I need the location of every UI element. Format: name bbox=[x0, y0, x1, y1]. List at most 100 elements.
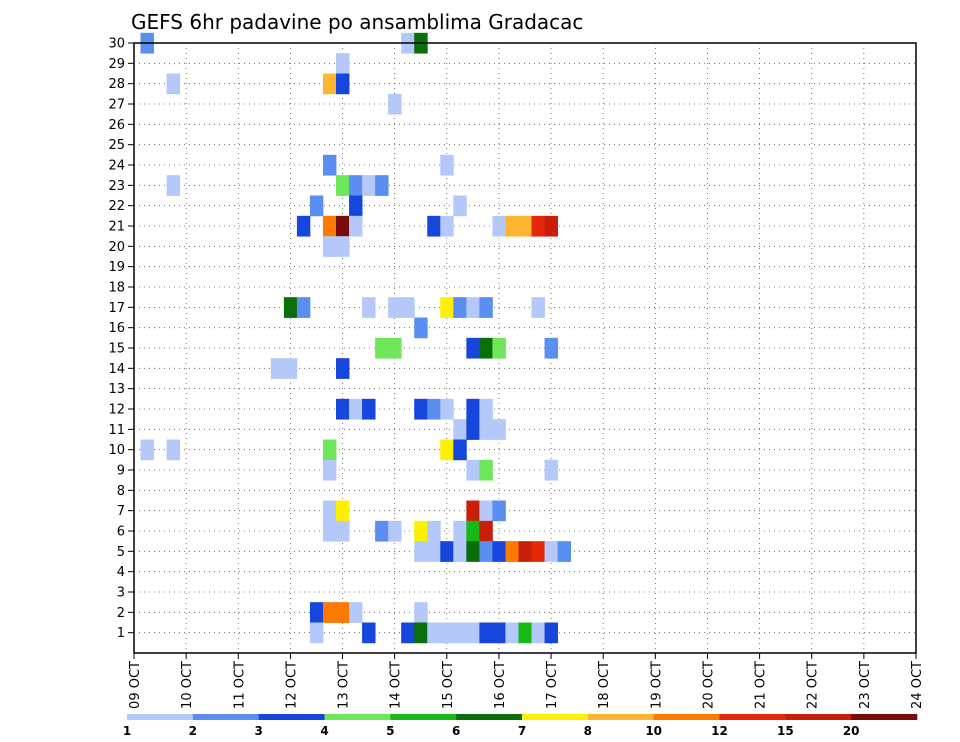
heatmap-cell bbox=[322, 602, 337, 623]
x-tick-label: 13 OCT bbox=[337, 661, 352, 709]
colorbar-label: 2 bbox=[189, 724, 197, 738]
heatmap-cell bbox=[492, 419, 506, 440]
heatmap-cell bbox=[349, 398, 363, 420]
colorbar-label: 8 bbox=[584, 724, 592, 738]
x-tick-label: 18 OCT bbox=[597, 661, 612, 709]
colorbar-swatch bbox=[456, 714, 523, 720]
x-tick-label: 20 OCT bbox=[701, 661, 716, 709]
heatmap-cell bbox=[427, 622, 441, 644]
colorbar-label: 4 bbox=[320, 724, 328, 738]
heatmap-cell bbox=[518, 215, 532, 237]
heatmap-cell bbox=[466, 520, 480, 542]
y-tick-label: 2 bbox=[117, 606, 125, 621]
heatmap-cell bbox=[466, 459, 480, 481]
heatmap-cell bbox=[479, 337, 493, 359]
y-tick-label: 30 bbox=[108, 37, 125, 52]
heatmap-cell bbox=[453, 419, 467, 440]
heatmap-cell bbox=[466, 398, 480, 420]
colorbar-label: 20 bbox=[843, 724, 860, 738]
x-tick-label: 14 OCT bbox=[389, 661, 404, 709]
y-axis-ticks: 1234567891011121314151617181920212223242… bbox=[108, 37, 134, 641]
heatmap-cell bbox=[296, 297, 311, 318]
heatmap-cell bbox=[322, 520, 337, 542]
colorbar-label: 5 bbox=[386, 724, 394, 738]
heatmap-cell bbox=[336, 215, 350, 237]
heatmap-cell bbox=[466, 419, 480, 440]
heatmap-cell bbox=[309, 622, 324, 644]
heatmap-cell bbox=[518, 622, 532, 644]
colorbar-swatch bbox=[324, 714, 391, 720]
y-tick-label: 25 bbox=[108, 138, 125, 153]
y-tick-label: 17 bbox=[108, 301, 125, 316]
x-tick-label: 12 OCT bbox=[284, 661, 299, 709]
x-tick-label: 19 OCT bbox=[649, 661, 664, 709]
heatmap-cell bbox=[531, 215, 545, 237]
heatmap-cell bbox=[479, 297, 493, 318]
y-tick-label: 7 bbox=[117, 504, 125, 519]
heatmap-cell bbox=[492, 215, 506, 237]
heatmap-cell bbox=[492, 337, 506, 359]
heatmap-cell bbox=[388, 337, 402, 359]
y-tick-label: 10 bbox=[108, 443, 125, 458]
y-tick-label: 3 bbox=[117, 586, 125, 601]
colorbar-swatch bbox=[258, 714, 325, 720]
heatmap-cell bbox=[505, 215, 519, 237]
heatmap-cell bbox=[309, 195, 324, 217]
heatmap-cell bbox=[336, 53, 350, 74]
heatmap-cell bbox=[322, 73, 337, 95]
heatmap-cell bbox=[140, 439, 154, 461]
x-tick-label: 23 OCT bbox=[858, 661, 873, 709]
heatmap-cell bbox=[414, 622, 428, 644]
heatmap-cell bbox=[349, 602, 363, 623]
y-tick-label: 11 bbox=[108, 423, 125, 438]
heatmap-cell bbox=[336, 236, 350, 257]
heatmap-cell bbox=[466, 541, 480, 562]
y-tick-label: 16 bbox=[108, 321, 125, 336]
colorbar-label: 10 bbox=[645, 724, 662, 738]
x-tick-label: 21 OCT bbox=[754, 661, 769, 709]
y-tick-label: 6 bbox=[117, 525, 125, 540]
heatmap-cell bbox=[336, 73, 350, 95]
heatmap-cell bbox=[466, 500, 480, 522]
heatmap-cell bbox=[427, 520, 441, 542]
colorbar-swatch bbox=[390, 714, 457, 720]
heatmap-cell bbox=[322, 215, 337, 237]
heatmap-cell bbox=[453, 297, 467, 318]
heatmap-cell bbox=[492, 622, 506, 644]
y-tick-label: 24 bbox=[108, 159, 125, 174]
y-tick-label: 4 bbox=[117, 565, 125, 580]
colorbar-label: 6 bbox=[452, 724, 460, 738]
colorbar-swatch bbox=[719, 714, 786, 720]
heatmap-cell bbox=[427, 541, 441, 562]
heatmap-cell bbox=[557, 541, 572, 562]
y-tick-label: 20 bbox=[108, 240, 125, 255]
colorbar-label: 1 bbox=[123, 724, 131, 738]
heatmap-cell bbox=[414, 317, 428, 339]
heatmap-cell bbox=[544, 459, 558, 481]
colorbar-swatch bbox=[192, 714, 259, 720]
heatmap-cell bbox=[322, 439, 337, 461]
heatmap-cell bbox=[479, 419, 493, 440]
heatmap-cell bbox=[166, 175, 181, 196]
heatmap-cell bbox=[362, 175, 376, 196]
heatmap-cell bbox=[492, 541, 506, 562]
heatmap-cell bbox=[362, 297, 376, 318]
heatmap-cell bbox=[414, 541, 428, 562]
heatmap-cell bbox=[466, 297, 480, 318]
heatmap-cell bbox=[388, 520, 402, 542]
heatmap-cell bbox=[401, 622, 415, 644]
heatmap-cell bbox=[440, 541, 454, 562]
heatmap-cell bbox=[283, 358, 298, 379]
heatmap-cell bbox=[283, 297, 298, 318]
colorbar-swatch bbox=[851, 714, 918, 720]
heatmap-cell bbox=[414, 520, 428, 542]
x-tick-label: 17 OCT bbox=[545, 661, 560, 709]
heatmap-cell bbox=[531, 541, 545, 562]
colorbar-label: 7 bbox=[518, 724, 526, 738]
y-tick-label: 8 bbox=[117, 484, 125, 499]
heatmap-cell bbox=[414, 602, 428, 623]
heatmap-cell bbox=[518, 541, 532, 562]
y-tick-label: 15 bbox=[108, 342, 125, 357]
y-tick-label: 22 bbox=[108, 199, 125, 214]
